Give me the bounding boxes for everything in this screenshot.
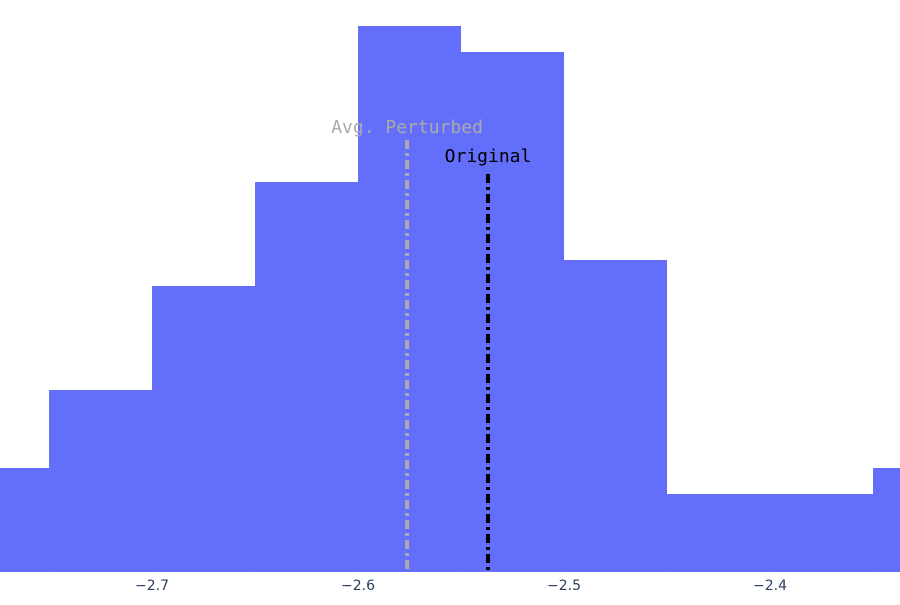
x-tick-label: −2.7 <box>135 578 169 594</box>
bar <box>564 260 668 572</box>
x-tick-label: −2.5 <box>547 578 581 594</box>
annotation: Original <box>445 146 532 167</box>
plot-area <box>0 26 900 572</box>
bar <box>461 52 565 572</box>
bar <box>152 286 256 572</box>
bar <box>49 390 153 572</box>
bar <box>873 468 900 572</box>
x-tick-label: −2.4 <box>753 578 787 594</box>
bar <box>358 26 462 572</box>
x-tick-label: −2.6 <box>341 578 375 594</box>
bar <box>255 182 359 572</box>
overlay: −2.7 −2.6 −2.5 −2.4 Avg. Perturbed Original <box>135 117 787 594</box>
bar <box>770 494 874 572</box>
bar <box>0 468 50 572</box>
annotation: Avg. Perturbed <box>331 117 483 138</box>
bar <box>667 494 771 572</box>
